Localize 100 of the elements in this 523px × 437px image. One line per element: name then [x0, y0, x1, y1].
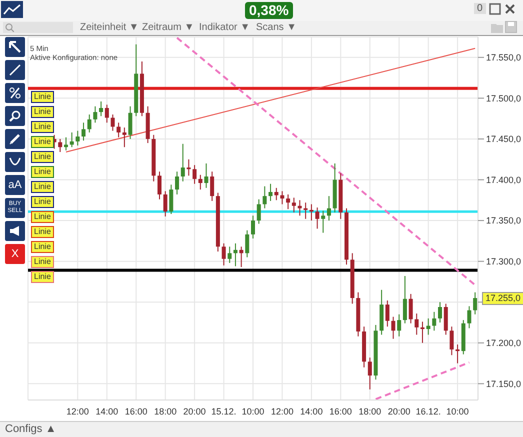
text: Zeitraum ▼: [142, 21, 194, 34]
annotation: Linie: [31, 91, 54, 103]
y-tick-label: 17.500,0: [486, 93, 522, 104]
candlestick: [104, 104, 109, 124]
y-tick-label: 17.300,0: [486, 256, 522, 267]
candlestick: [432, 311, 436, 332]
y-tick-label: 17.200,0: [486, 338, 522, 348]
candlestick: [298, 200, 302, 216]
candlestick: [228, 246, 232, 264]
candlestick: [315, 206, 320, 230]
annotation: Linie: [31, 241, 54, 253]
annotation: Linie: [31, 256, 54, 268]
text: Scans ▼: [256, 21, 296, 34]
candlestick: [58, 138, 62, 153]
candlestick: [467, 306, 472, 329]
candlestick: [292, 197, 296, 213]
annotation: Linie: [31, 181, 54, 193]
candlestick: [274, 187, 278, 201]
x-tick-label: 10:00: [242, 406, 264, 416]
candlestick: [280, 190, 284, 205]
annotation: Linie: [31, 166, 54, 178]
candlestick: [251, 215, 255, 239]
candlestick: [169, 184, 174, 215]
candlestick: [239, 246, 244, 268]
y-tick-label: 17.150,0: [486, 378, 522, 389]
candlestick: [420, 321, 424, 344]
text: Zeiteinheit ▼: [80, 21, 139, 34]
x-tick-label: 16:00: [329, 406, 352, 416]
candlestick: [122, 127, 126, 148]
candlestick: [116, 122, 121, 138]
x-tick-label: 10:00: [446, 406, 469, 416]
x-tick-label: 14:00: [96, 406, 118, 416]
annotation: Linie: [31, 271, 54, 283]
candlestick: [210, 171, 214, 202]
candlestick: [368, 357, 372, 390]
x-tick-label: 16:00: [124, 406, 148, 416]
annotation: Linie: [31, 226, 54, 238]
candlestick: [163, 190, 168, 217]
candlestick: [426, 318, 430, 336]
x-tick-label: 20:00: [388, 406, 410, 416]
x-tick-label: 15.12.: [211, 406, 236, 416]
annotation: Linie: [31, 121, 54, 133]
x-tick-label: 18:00: [154, 406, 177, 416]
candlestick: [157, 171, 162, 200]
candlestick: [262, 186, 267, 209]
candlestick: [198, 174, 202, 190]
candlestick: [408, 293, 413, 324]
candlestick: [397, 314, 402, 337]
candlestick: [192, 164, 197, 184]
x-tick-label: 14:00: [300, 406, 323, 416]
candlestick: [64, 136, 68, 151]
candlestick: [414, 313, 419, 336]
candlestick: [204, 162, 208, 188]
text-size-icon: aA: [5, 175, 25, 195]
text: Configs ▲: [5, 423, 56, 435]
y-tick-label: 17.450,0: [486, 134, 522, 144]
candlestick: [326, 196, 331, 222]
candlestick: [456, 344, 460, 364]
annotation: Linie: [31, 151, 54, 163]
x-tick-label: 16.12.: [416, 406, 441, 416]
x-tick-label: 12:00: [66, 406, 89, 416]
candlestick: [444, 303, 448, 336]
candlestick: [175, 171, 180, 195]
candlestick: [93, 106, 98, 124]
candlestick: [391, 316, 396, 340]
candlestick: [402, 276, 407, 324]
candlestick: [76, 130, 80, 146]
y-tick-label: 17.350,0: [486, 216, 522, 226]
annotation: Linie: [31, 106, 54, 118]
text: 17.255,0: [482, 292, 523, 305]
candlestick: [385, 300, 390, 328]
candlestick: [268, 183, 273, 202]
annotation: Linie: [31, 136, 54, 148]
text: 0,38%: [245, 2, 293, 19]
candlestick: [180, 143, 185, 182]
text: 0: [474, 3, 486, 14]
candlestick: [286, 194, 290, 210]
candlestick: [245, 230, 250, 258]
candlestick: [321, 210, 326, 234]
candlestick: [186, 158, 191, 176]
candlestick: [309, 204, 314, 222]
x-tick-label: 12:00: [270, 406, 294, 416]
candlestick: [110, 114, 115, 132]
x-tick-label: 20:00: [183, 406, 206, 416]
candlestick: [256, 198, 261, 224]
y-tick-label: 17.400,0: [486, 174, 522, 185]
candlestick: [128, 106, 132, 140]
candlestick: [70, 132, 74, 148]
annotation: Linie: [31, 211, 54, 223]
x-tick-label: 18:00: [358, 406, 382, 416]
candlestick: [438, 302, 442, 324]
candlestick: [233, 242, 238, 267]
candlestick: [304, 202, 308, 220]
candlestick: [99, 100, 104, 117]
candlestick: [87, 114, 92, 133]
delete-button: X: [5, 244, 25, 264]
candlestick: [82, 122, 86, 142]
candlestick: [473, 292, 478, 315]
y-tick-label: 17.550,0: [486, 52, 522, 63]
text: Indikator ▼: [199, 21, 250, 34]
